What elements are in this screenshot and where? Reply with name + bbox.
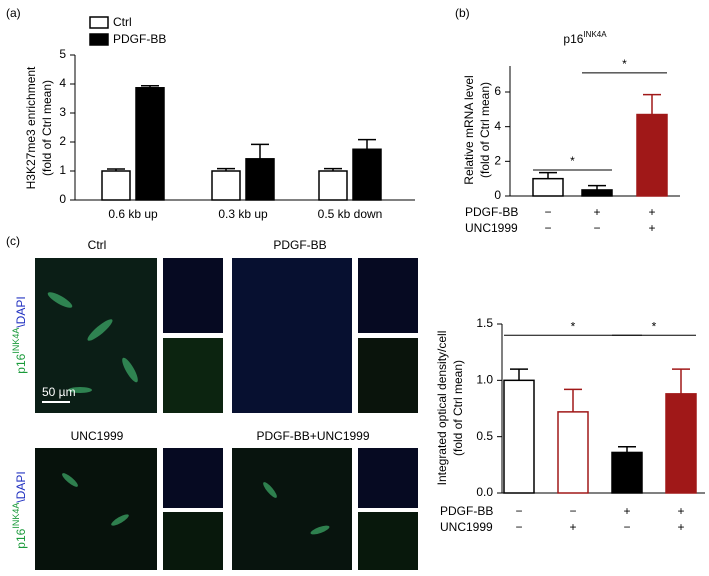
y-tick-label: 4 <box>59 76 66 90</box>
y-tick-label: 2 <box>494 154 501 168</box>
micrograph <box>358 512 418 570</box>
bar <box>101 170 131 201</box>
significance-label: * <box>652 319 657 333</box>
y-axis-label: (fold of Ctrl mean) <box>451 360 465 456</box>
micrograph <box>163 338 223 413</box>
y-tick-label: 5 <box>59 47 66 61</box>
x-tick-label: 0.5 kb down <box>318 207 383 221</box>
bar <box>532 177 564 197</box>
bar <box>318 170 348 201</box>
bar <box>665 393 697 494</box>
significance-label: * <box>571 319 576 333</box>
micrographs: 50 µm Ctrl PDGF-BB UNC1999 PDGF-BB+UNC19… <box>11 238 418 570</box>
bar <box>135 87 165 201</box>
micrograph <box>232 448 352 570</box>
condition-mark: − <box>515 504 522 518</box>
y-tick-label: 3 <box>59 105 66 119</box>
y-tick-label: 0 <box>494 188 501 202</box>
bar <box>245 158 275 201</box>
condition-mark: − <box>569 504 576 518</box>
chart-title: p16INK4A <box>563 30 607 46</box>
stain-superscript: INK4A <box>11 503 21 529</box>
condition-name: UNC1999 <box>440 520 493 534</box>
y-axis-label: H3K27me3 enrichment <box>24 66 38 189</box>
panel-label: (c) <box>6 234 20 248</box>
legend-swatch <box>89 16 109 29</box>
stain-label: p16INK4A\DAPI <box>11 296 28 373</box>
condition-mark: + <box>569 520 576 534</box>
micrograph <box>232 258 352 413</box>
bar <box>352 148 382 201</box>
condition-mark: + <box>593 205 600 219</box>
micrograph <box>358 338 418 413</box>
bar <box>211 170 241 201</box>
condition-mark: − <box>515 520 522 534</box>
micrograph <box>358 448 418 508</box>
condition-name: PDGF-BB <box>465 205 518 219</box>
image-label: UNC1999 <box>71 429 124 443</box>
y-axis-label: (fold of Ctrl mean) <box>40 80 54 176</box>
stain-counterstain: \DAPI <box>14 471 28 502</box>
condition-mark: + <box>623 504 630 518</box>
x-tick-label: 0.3 kb up <box>218 207 268 221</box>
legend-label: PDGF-BB <box>113 32 166 46</box>
micrograph <box>163 258 223 333</box>
y-tick-label: 4 <box>494 119 501 133</box>
y-tick-label: 0 <box>59 192 66 206</box>
y-tick-label: 1.0 <box>476 373 493 387</box>
stain-label: p16INK4A\DAPI <box>11 471 28 548</box>
y-tick-label: 6 <box>494 84 501 98</box>
y-axis-label: (fold of Ctrl mean) <box>478 82 492 178</box>
micrograph <box>358 258 418 333</box>
stain-marker: p16 <box>14 528 28 548</box>
scale-label: 50 µm <box>42 385 76 399</box>
bar <box>557 411 589 494</box>
image-label: PDGF-BB+UNC1999 <box>256 429 369 443</box>
stain-superscript: INK4A <box>11 328 21 354</box>
condition-mark: − <box>544 221 551 235</box>
title-text: p16 <box>563 32 583 46</box>
bar <box>611 451 643 494</box>
y-tick-label: 1.5 <box>476 316 493 330</box>
image-label: PDGF-BB <box>273 238 326 252</box>
bar <box>636 113 668 197</box>
y-tick-label: 0.5 <box>476 429 493 443</box>
bar <box>581 189 613 197</box>
x-tick-label: 0.6 kb up <box>108 207 158 221</box>
panel-label: (b) <box>455 6 470 20</box>
stain-marker: p16 <box>14 353 28 373</box>
condition-name: UNC1999 <box>465 221 518 235</box>
condition-mark: − <box>623 520 630 534</box>
condition-mark: + <box>677 504 684 518</box>
legend-swatch <box>89 33 109 46</box>
bar <box>503 379 535 494</box>
condition-mark: + <box>677 520 684 534</box>
image-label: Ctrl <box>88 238 107 252</box>
y-axis-label: Integrated optical density/cell <box>435 331 449 486</box>
significance-label: * <box>622 57 627 71</box>
condition-mark: − <box>544 205 551 219</box>
condition-name: PDGF-BB <box>440 504 493 518</box>
y-tick-label: 1 <box>59 163 66 177</box>
stain-counterstain: \DAPI <box>14 296 28 327</box>
condition-mark: − <box>593 221 600 235</box>
y-axis-label: Relative mRNA level <box>462 75 476 184</box>
title-superscript: INK4A <box>583 30 607 39</box>
y-tick-label: 0.0 <box>476 485 493 499</box>
micrograph <box>163 448 223 508</box>
legend-label: Ctrl <box>113 15 132 29</box>
significance-label: * <box>570 154 575 168</box>
micrograph <box>35 448 157 570</box>
cell-shapes <box>47 292 330 535</box>
condition-mark: + <box>648 205 655 219</box>
y-tick-label: 2 <box>59 134 66 148</box>
panel-label: (a) <box>6 6 21 20</box>
micrograph <box>163 512 223 570</box>
condition-mark: + <box>648 221 655 235</box>
